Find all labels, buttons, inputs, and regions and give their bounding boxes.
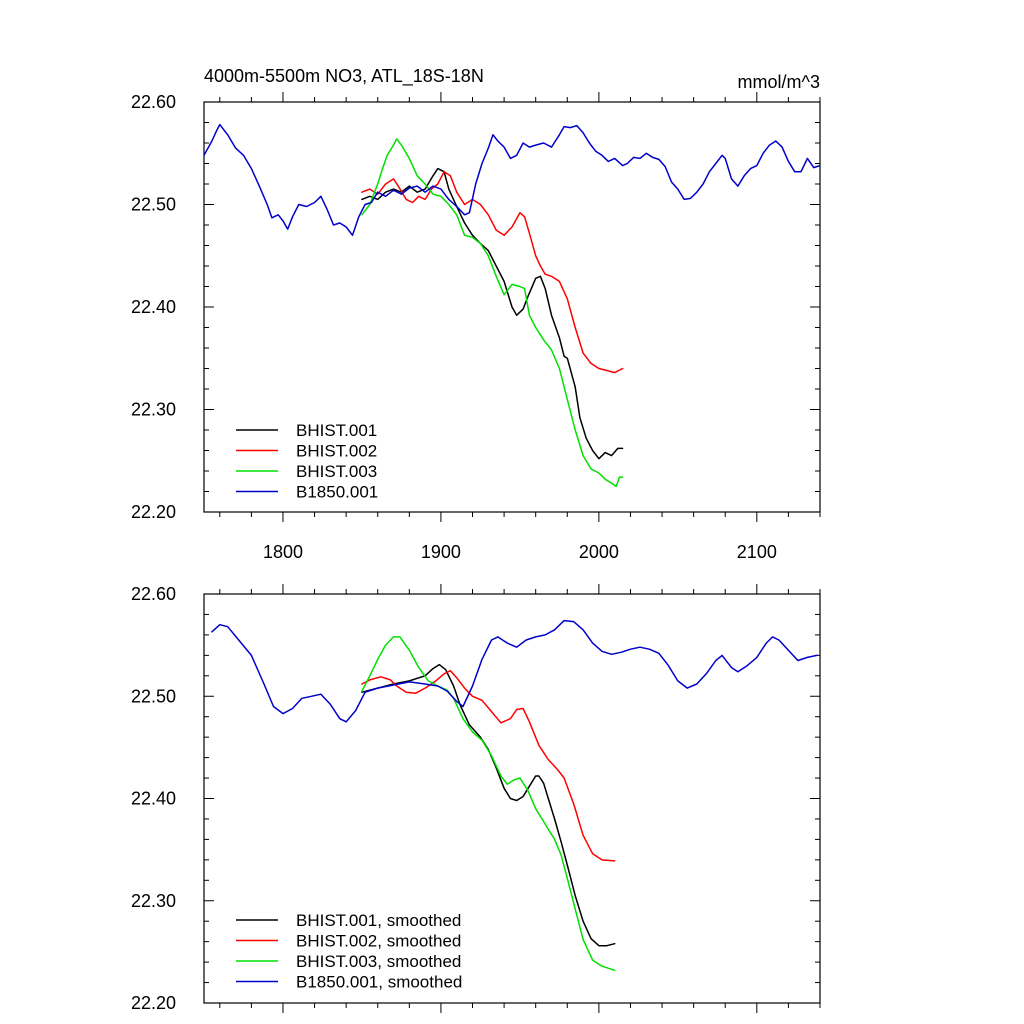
- series-lines: [204, 123, 820, 488]
- legend-label: BHIST.003, smoothed: [296, 952, 461, 971]
- legend-label: BHIST.003: [296, 462, 377, 481]
- y-tick-label: 22.30: [131, 400, 176, 420]
- chart-title: 4000m-5500m NO3, ATL_18S-18N: [204, 66, 484, 87]
- series-line-bhist-001: [361, 167, 624, 460]
- y-tick-label: 22.30: [131, 891, 176, 911]
- x-axis-ticks: [219, 92, 821, 522]
- x-tick-label: 1900: [421, 542, 461, 562]
- x-axis-ticks: [219, 584, 821, 1013]
- x-tick-label: 2100: [737, 542, 777, 562]
- units-label: mmol/m^3: [738, 72, 820, 92]
- y-tick-label: 22.60: [131, 584, 176, 604]
- legend-label: BHIST.002: [296, 442, 377, 461]
- y-axis-ticks: [204, 101, 820, 513]
- series-line-bhist-003: [361, 138, 624, 488]
- series-line-b1850-001: [204, 123, 820, 237]
- series-line-bhist-001-smoothed: [361, 663, 616, 947]
- legend-label: BHIST.001, smoothed: [296, 911, 461, 930]
- series-line-bhist-002-smoothed: [361, 669, 616, 862]
- bottom-chart-panel: 22.20 22.30 22.40 22.50 22.60 BHIST.001, smoo…: [131, 584, 821, 1013]
- series-line-b1850-001-smoothed: [211, 619, 818, 723]
- series-line-bhist-003-smoothed: [361, 636, 616, 972]
- top-chart-panel: 22.20 22.30 22.40 22.50 22.60 1800 1900 2000 210…: [131, 66, 821, 562]
- y-tick-label: 22.40: [131, 789, 176, 809]
- y-tick-label: 22.50: [131, 686, 176, 706]
- y-axis-ticks: [204, 593, 820, 1004]
- legend: BHIST.001, smoothed BHIST.002, smoothedBH…: [236, 911, 462, 992]
- legend-label: B1850.001: [296, 483, 378, 502]
- legend-label: BHIST.001: [296, 421, 377, 440]
- y-tick-label: 22.20: [131, 993, 176, 1013]
- y-tick-label: 22.60: [131, 92, 176, 112]
- y-tick-label: 22.40: [131, 297, 176, 317]
- x-tick-label: 1800: [263, 542, 303, 562]
- y-tick-label: 22.20: [131, 502, 176, 522]
- series-lines: [211, 619, 818, 972]
- series-line-bhist-002: [361, 170, 624, 374]
- x-tick-label: 2000: [579, 542, 619, 562]
- legend-label: BHIST.002, smoothed: [296, 932, 461, 951]
- legend-label: B1850.001, smoothed: [296, 973, 462, 992]
- y-tick-label: 22.50: [131, 195, 176, 215]
